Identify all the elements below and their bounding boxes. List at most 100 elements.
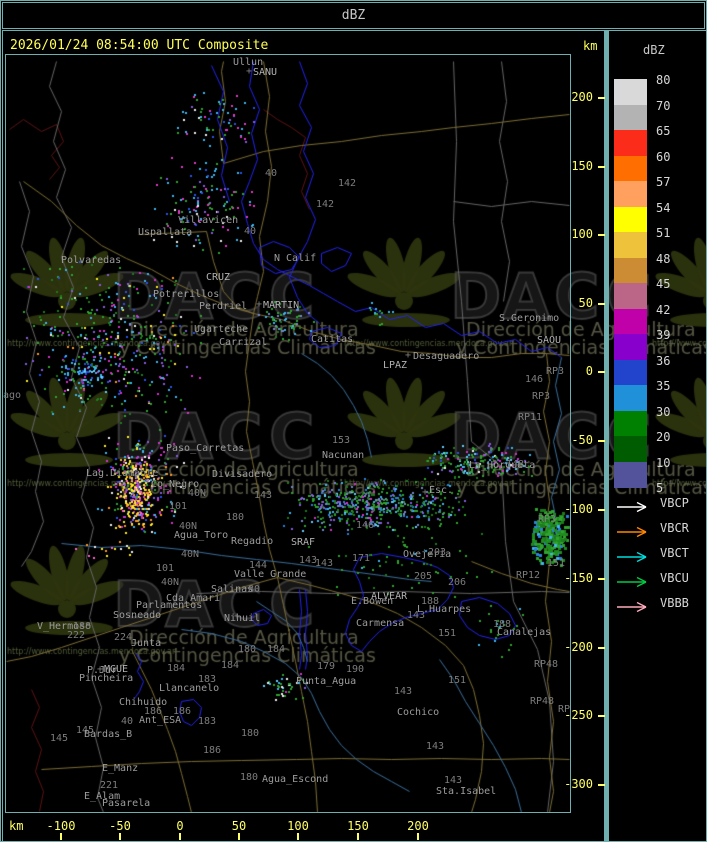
map-label: *	[144, 477, 151, 488]
scale-value-label: 54	[656, 200, 671, 215]
map-label: Pasarela	[102, 798, 151, 809]
map-label: Sta.Isabel	[436, 786, 497, 797]
scale-value-label: 30	[656, 404, 671, 419]
map-label: Divisadero	[212, 469, 273, 480]
y-axis-tick-label: -250	[564, 708, 593, 722]
y-axis-tick	[598, 784, 605, 786]
map-label: La_Horqueta	[469, 460, 536, 471]
map-label: RP48	[530, 696, 555, 707]
scale-value-label: 65	[656, 124, 671, 138]
map-label: 143	[426, 741, 445, 752]
vector-legend-item: VBCP	[616, 496, 704, 513]
map-label: 40N	[181, 549, 200, 560]
map-label: ALVEAR	[371, 591, 408, 602]
map-label: 171	[352, 553, 371, 564]
map-label: V_Hermoso	[37, 621, 92, 632]
map-label: 184	[167, 663, 186, 674]
map-label: Pincheira	[79, 673, 134, 684]
y-axis-tick-label: 50	[578, 296, 593, 310]
map-label: Chihuido	[119, 697, 168, 708]
map-label: ago	[3, 390, 22, 401]
scale-swatch	[614, 257, 647, 284]
map-label: SAOU	[537, 335, 562, 346]
map-label: 180	[238, 644, 257, 655]
map-label: 143	[394, 686, 413, 697]
window-title: dBZ	[341, 8, 366, 23]
map-label: Carrizal	[219, 337, 268, 348]
map-label: 203	[428, 547, 447, 558]
map-label: CRUZ	[206, 272, 231, 283]
y-axis-tick-label: 150	[571, 159, 593, 173]
map-label: Nihuil	[224, 613, 261, 624]
y-axis-tick-label: -300	[564, 777, 593, 791]
map-label: 40	[265, 168, 278, 179]
map-label: N Calif	[274, 253, 317, 264]
scale-value-label: 20	[656, 430, 671, 444]
map-label: Parlamentos	[136, 600, 203, 611]
map-label: 40	[121, 716, 134, 727]
y-axis-unit-label: km	[583, 39, 598, 53]
y-axis-tick-label: 0	[585, 364, 593, 378]
map-label: 145	[50, 733, 69, 744]
map-label: L.Huarpes	[417, 604, 472, 615]
map-label: Cda_Amari	[166, 593, 221, 604]
map-label: 190	[346, 664, 365, 675]
map-label: 101	[169, 501, 188, 512]
map-label: LPAZ	[383, 360, 408, 371]
map-label: Perdriel	[199, 301, 248, 312]
vector-label: VBCR	[660, 521, 689, 535]
map-label: RP3	[546, 366, 565, 377]
x-axis-tick	[60, 833, 62, 840]
scale-swatch	[614, 206, 647, 233]
vector-legend-item: VBCT	[616, 546, 704, 563]
map-label: 144	[249, 560, 268, 571]
y-axis-tick	[598, 715, 605, 717]
map-label: 40	[244, 226, 257, 237]
scale-swatch	[614, 359, 647, 386]
map-label: +	[97, 664, 104, 675]
map-label: SANU	[253, 67, 278, 78]
map-label: RP12	[516, 570, 541, 581]
map-label: 151	[438, 628, 457, 639]
map-label: RP48	[534, 659, 559, 670]
x-axis-tick-label: 150	[347, 819, 369, 833]
map-label: 221	[100, 780, 119, 791]
map-label: 222	[67, 630, 86, 641]
map-label: 180	[240, 772, 259, 783]
map-label: 40N	[188, 488, 207, 499]
map-label: Villavicen	[178, 215, 239, 226]
scale-value-label: 57	[656, 175, 671, 189]
vector-legend-item: VBBB	[616, 596, 704, 613]
x-axis-tick	[238, 833, 240, 840]
map-label: RP11	[518, 412, 543, 423]
map-label: RP	[558, 704, 571, 715]
x-axis-tick	[417, 833, 419, 840]
scale-value-label: 70	[656, 98, 671, 113]
x-axis-tick	[119, 833, 121, 840]
map-label: Regadio	[231, 536, 274, 547]
timestamp-label: 2026/01/24 08:54:00 UTC Composite	[10, 38, 269, 53]
scale-value-label: 45	[656, 277, 671, 291]
scale-value-label: 10	[656, 455, 671, 470]
map-label: Cochico	[397, 707, 440, 718]
y-axis-tick-label: -100	[564, 502, 593, 516]
map-label: Nacunan	[322, 450, 365, 461]
map-label: Catitas	[311, 334, 354, 345]
map-label: 40N	[161, 577, 180, 588]
y-axis-tick-label: 200	[571, 90, 593, 104]
map-label: 143	[254, 490, 273, 501]
x-axis-tick	[357, 833, 359, 840]
y-axis-tick-label: 100	[571, 227, 593, 241]
map-label: 180	[226, 512, 245, 523]
scale-value-label: 48	[656, 251, 671, 266]
y-axis-tick	[598, 97, 605, 99]
map-label: 205	[414, 571, 433, 582]
scale-value-label: 42	[656, 302, 671, 317]
map-label: SRAF	[291, 537, 316, 548]
map-label: 184	[267, 644, 286, 655]
map-label: Uspallata	[138, 227, 193, 238]
vector-label: VBCU	[660, 571, 689, 585]
vbcp-arrow-icon	[617, 501, 647, 513]
